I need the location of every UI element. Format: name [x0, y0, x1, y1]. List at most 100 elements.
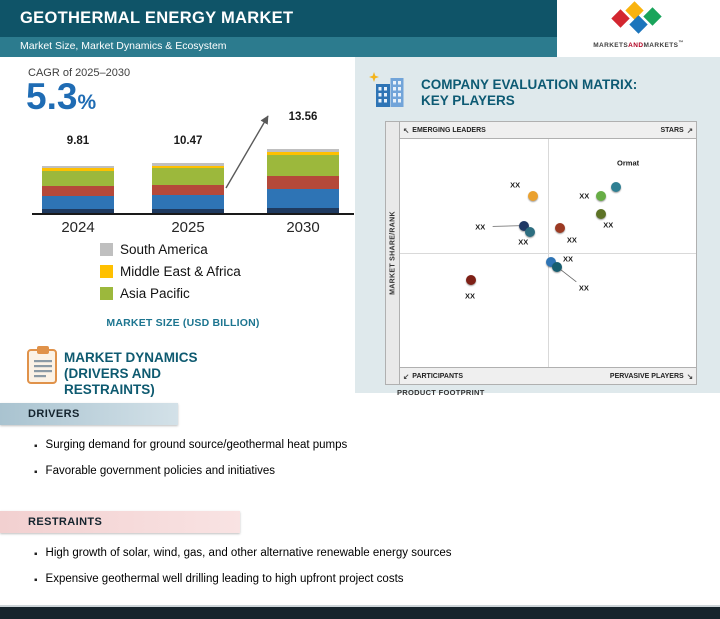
bar-segment: [152, 184, 224, 195]
stacked-bar: [42, 166, 114, 213]
scatter-dot: [519, 220, 530, 231]
brand-wordmark: MARKETSANDMARKETS™: [557, 40, 720, 49]
scatter-point-label: XX: [475, 222, 486, 232]
trademark: ™: [678, 40, 684, 46]
scatter-point-label: XX: [566, 235, 577, 245]
scatter-dot: [596, 209, 607, 220]
bar-value-label: 13.56: [288, 111, 318, 123]
restraints-header: RESTRAINTS: [0, 511, 240, 533]
legend-label: Asia Pacific: [120, 286, 190, 301]
y-axis-label: MARKET SHARE/RANK: [389, 211, 396, 295]
scatter-dot: [551, 261, 562, 272]
legend-item: South America: [100, 242, 241, 257]
company-evaluation-panel: COMPANY EVALUATION MATRIX: KEY PLAYERS M…: [355, 57, 720, 397]
legend-swatch: [100, 243, 113, 256]
legend-swatch: [100, 287, 113, 300]
bar-segment: [42, 209, 114, 213]
scatter-point-label: Ormat: [617, 158, 640, 168]
scatter-dot: [596, 191, 607, 201]
legend-item: Asia Pacific: [100, 286, 241, 301]
scatter-plot-area: XX Ormat XX XX XX XX XX XX XX XX: [400, 139, 696, 367]
bar-segment: [267, 155, 339, 177]
brand-logo: MARKETSANDMARKETS™: [557, 0, 720, 57]
scatter-point-label: XX: [518, 237, 529, 247]
legend-item: Middle East & Africa: [100, 264, 241, 279]
dynamics-title: MARKET DYNAMICS (DRIVERS AND RESTRAINTS): [64, 350, 198, 397]
bar-value-label: 10.47: [173, 135, 203, 147]
corner-expand-bl-icon: ↙: [403, 371, 410, 381]
cagr-label: CAGR of 2025–2030: [28, 67, 131, 79]
chart-legend: South America Middle East & Africa Asia Pa…: [100, 242, 241, 308]
bar-segment: [152, 194, 224, 209]
bar-segment: [42, 168, 114, 171]
chart-caption: MARKET SIZE (USD BILLION): [106, 317, 260, 329]
market-size-bar-chart: 9.81 2024 10.47 2025 13.56 2030: [30, 100, 362, 240]
building-icon: [369, 72, 404, 107]
brand-word-markets-1: MARKETS: [593, 42, 629, 50]
bar-value-label: 9.81: [66, 135, 90, 147]
bar-segment: [42, 166, 114, 169]
evaluation-matrix: MARKET SHARE/RANK ↖ EMERGING LEADERS STA…: [385, 121, 697, 385]
quadrant-label-stars: STARS: [660, 126, 684, 134]
bullet-icon: ▪: [34, 549, 38, 560]
restraint-text: High growth of solar, wind, gas, and oth…: [45, 547, 452, 559]
bar-category-label: 2030: [286, 219, 320, 236]
scatter-dot: [525, 227, 536, 238]
bar-segment: [267, 152, 339, 156]
bar-segment: [267, 176, 339, 190]
bar-segment: [152, 163, 224, 166]
bar-segment: [267, 149, 339, 153]
stacked-bar: [267, 149, 339, 213]
stacked-bar: [152, 163, 224, 213]
brand-word-markets-2: MARKETS: [643, 42, 679, 50]
quadrant-band-top: ↖ EMERGING LEADERS STARS ↗: [400, 122, 696, 139]
footer-bar: [0, 605, 720, 619]
scatter-point-label: XX: [510, 180, 521, 190]
drivers-heading-label: DRIVERS: [28, 408, 80, 420]
corner-expand-br-icon: ↘: [686, 371, 693, 381]
bullet-icon: ▪: [34, 441, 38, 452]
restraint-text: Expensive geothermal well drilling leadi…: [45, 573, 404, 585]
bar-category-label: 2024: [61, 219, 95, 236]
x-axis-label: PRODUCT FOOTPRINT: [397, 388, 485, 397]
bar-segment: [42, 195, 114, 210]
scatter-dot: [545, 257, 556, 268]
scatter-point-label: XX: [579, 191, 590, 201]
quadrant-label-pervasive-players: PERVASIVE PLAYERS: [609, 372, 684, 380]
bullet-icon: ▪: [34, 467, 38, 478]
driver-text: Surging demand for ground source/geother…: [45, 439, 348, 451]
legend-label: Middle East & Africa: [120, 264, 241, 279]
quadrant-divider-horizontal: [400, 253, 696, 254]
scatter-dot: [528, 191, 539, 201]
panel-title: COMPANY EVALUATION MATRIX: KEY PLAYERS: [421, 77, 638, 109]
scatter-point-label: XX: [562, 254, 573, 264]
restraint-item: ▪ Expensive geothermal well drilling lea…: [34, 573, 674, 588]
driver-text: Favorable government policies and initia…: [45, 465, 276, 477]
sparkle-icon: [369, 72, 379, 82]
scatter-point-label: XX: [465, 291, 476, 301]
y-axis-band: MARKET SHARE/RANK: [386, 122, 400, 384]
scatter-dot: [554, 222, 565, 233]
page-subtitle: Market Size, Market Dynamics & Ecosystem: [20, 40, 227, 52]
restraint-item: ▪ High growth of solar, wind, gas, and o…: [34, 547, 674, 562]
corner-expand-tl-icon: ↖: [403, 125, 410, 135]
quadrant-label-emerging-leaders: EMERGING LEADERS: [412, 126, 486, 134]
bar-segment: [42, 186, 114, 196]
scatter-point-label: XX: [603, 220, 614, 230]
cagr-number: 5.3: [26, 76, 78, 117]
clipboard-icon: [27, 346, 57, 384]
corner-expand-tr-icon: ↗: [686, 125, 693, 135]
scatter-dot: [466, 275, 477, 286]
driver-item: ▪ Surging demand for ground source/geoth…: [34, 439, 674, 454]
bar-segment: [152, 165, 224, 168]
restraints-list: ▪ High growth of solar, wind, gas, and o…: [34, 547, 674, 599]
driver-item: ▪ Favorable government policies and init…: [34, 465, 674, 480]
scatter-dot: [611, 181, 622, 192]
legend-swatch: [100, 265, 113, 278]
bar-segment: [152, 168, 224, 185]
quadrant-label-participants: PARTICIPANTS: [412, 372, 463, 380]
page-title: GEOTHERMAL ENERGY MARKET: [20, 9, 294, 27]
legend-label: South America: [120, 242, 208, 257]
header-bar: GEOTHERMAL ENERGY MARKET Market Size, Ma…: [0, 0, 557, 57]
